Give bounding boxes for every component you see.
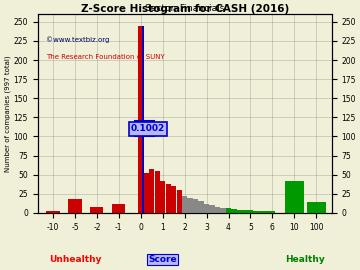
Text: Sector: Financials: Sector: Financials [145,4,224,13]
Bar [149,168,154,213]
Bar [138,26,143,213]
Bar [307,202,325,213]
Bar [176,190,182,213]
Bar [90,207,103,213]
Bar [253,211,258,213]
Title: Z-Score Histogram for CASH (2016): Z-Score Histogram for CASH (2016) [81,4,289,14]
Bar [188,198,193,213]
Bar [231,209,237,213]
Bar [264,211,270,213]
Bar [242,210,248,213]
Text: The Research Foundation of SUNY: The Research Foundation of SUNY [46,54,165,60]
Bar [144,173,149,213]
Bar [215,207,220,213]
Bar [68,199,81,213]
Bar [248,210,253,213]
Bar [237,210,242,213]
Y-axis label: Number of companies (997 total): Number of companies (997 total) [4,55,11,172]
Bar [270,211,275,213]
Bar [220,208,226,213]
Text: ©www.textbiz.org: ©www.textbiz.org [46,36,110,43]
Bar [112,204,125,213]
Bar [226,208,231,213]
Bar [259,211,264,213]
Text: 0.1002: 0.1002 [131,124,165,133]
Bar [46,211,60,213]
Bar [171,186,176,213]
Bar [285,181,303,213]
Bar [198,201,204,213]
Bar [160,181,165,213]
Bar [210,205,215,213]
Bar [166,184,171,213]
Bar [204,204,209,213]
Bar [142,26,144,213]
Text: Unhealthy: Unhealthy [49,255,101,264]
Text: Healthy: Healthy [285,255,325,264]
Bar [193,199,198,213]
Bar [182,196,187,213]
Bar [154,171,160,213]
Text: Score: Score [148,255,177,264]
